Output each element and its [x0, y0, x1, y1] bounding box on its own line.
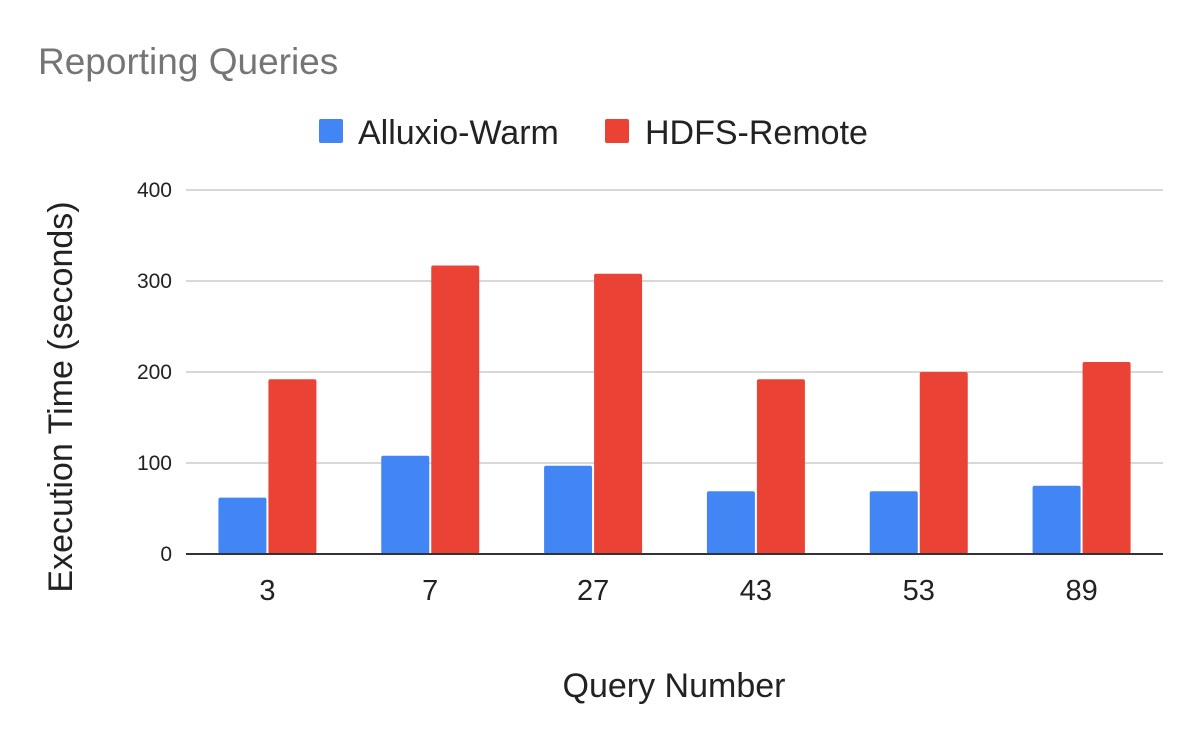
y-tick-label: 200	[137, 361, 172, 384]
bar-hdfs-remote-7	[431, 265, 480, 554]
bar-alluxio-warm-43	[706, 491, 755, 554]
x-tick-label: 3	[259, 575, 275, 607]
x-tick-label: 43	[740, 575, 772, 607]
x-axis-label: Query Number	[563, 667, 786, 705]
y-tick-label: 300	[137, 270, 172, 293]
x-tick-label: 7	[422, 575, 438, 607]
legend: Alluxio-Warm HDFS-Remote	[319, 114, 868, 152]
legend-label-hdfs-remote: HDFS-Remote	[645, 114, 868, 152]
x-tick-label: 27	[577, 575, 609, 607]
x-axis-ticks: 3 7 27 43 53 89	[259, 575, 1097, 607]
legend-label-alluxio-warm: Alluxio-Warm	[358, 114, 559, 152]
bars	[218, 265, 1131, 554]
bar-hdfs-remote-53	[919, 372, 968, 554]
bar-alluxio-warm-27	[544, 465, 593, 554]
x-tick-label: 53	[903, 575, 935, 607]
bar-alluxio-warm-7	[381, 455, 430, 554]
y-tick-label: 100	[137, 452, 172, 475]
y-tick-label: 400	[137, 179, 172, 202]
bar-hdfs-remote-27	[594, 273, 643, 554]
bar-hdfs-remote-43	[756, 379, 805, 554]
bar-hdfs-remote-3	[268, 379, 317, 554]
gridlines	[186, 189, 1163, 464]
bar-alluxio-warm-89	[1032, 485, 1081, 554]
bar-alluxio-warm-53	[869, 491, 918, 554]
y-axis-label: Execution Time (seconds)	[42, 201, 80, 592]
legend-swatch-alluxio-warm	[319, 119, 343, 143]
y-axis-ticks: 0 100 200 300 400	[137, 179, 172, 566]
legend-swatch-hdfs-remote	[605, 119, 629, 143]
bar-hdfs-remote-89	[1082, 361, 1131, 554]
bar-alluxio-warm-3	[218, 497, 267, 554]
chart-title: Reporting Queries	[38, 41, 338, 82]
y-tick-label: 0	[160, 543, 172, 566]
x-tick-label: 89	[1065, 575, 1097, 607]
